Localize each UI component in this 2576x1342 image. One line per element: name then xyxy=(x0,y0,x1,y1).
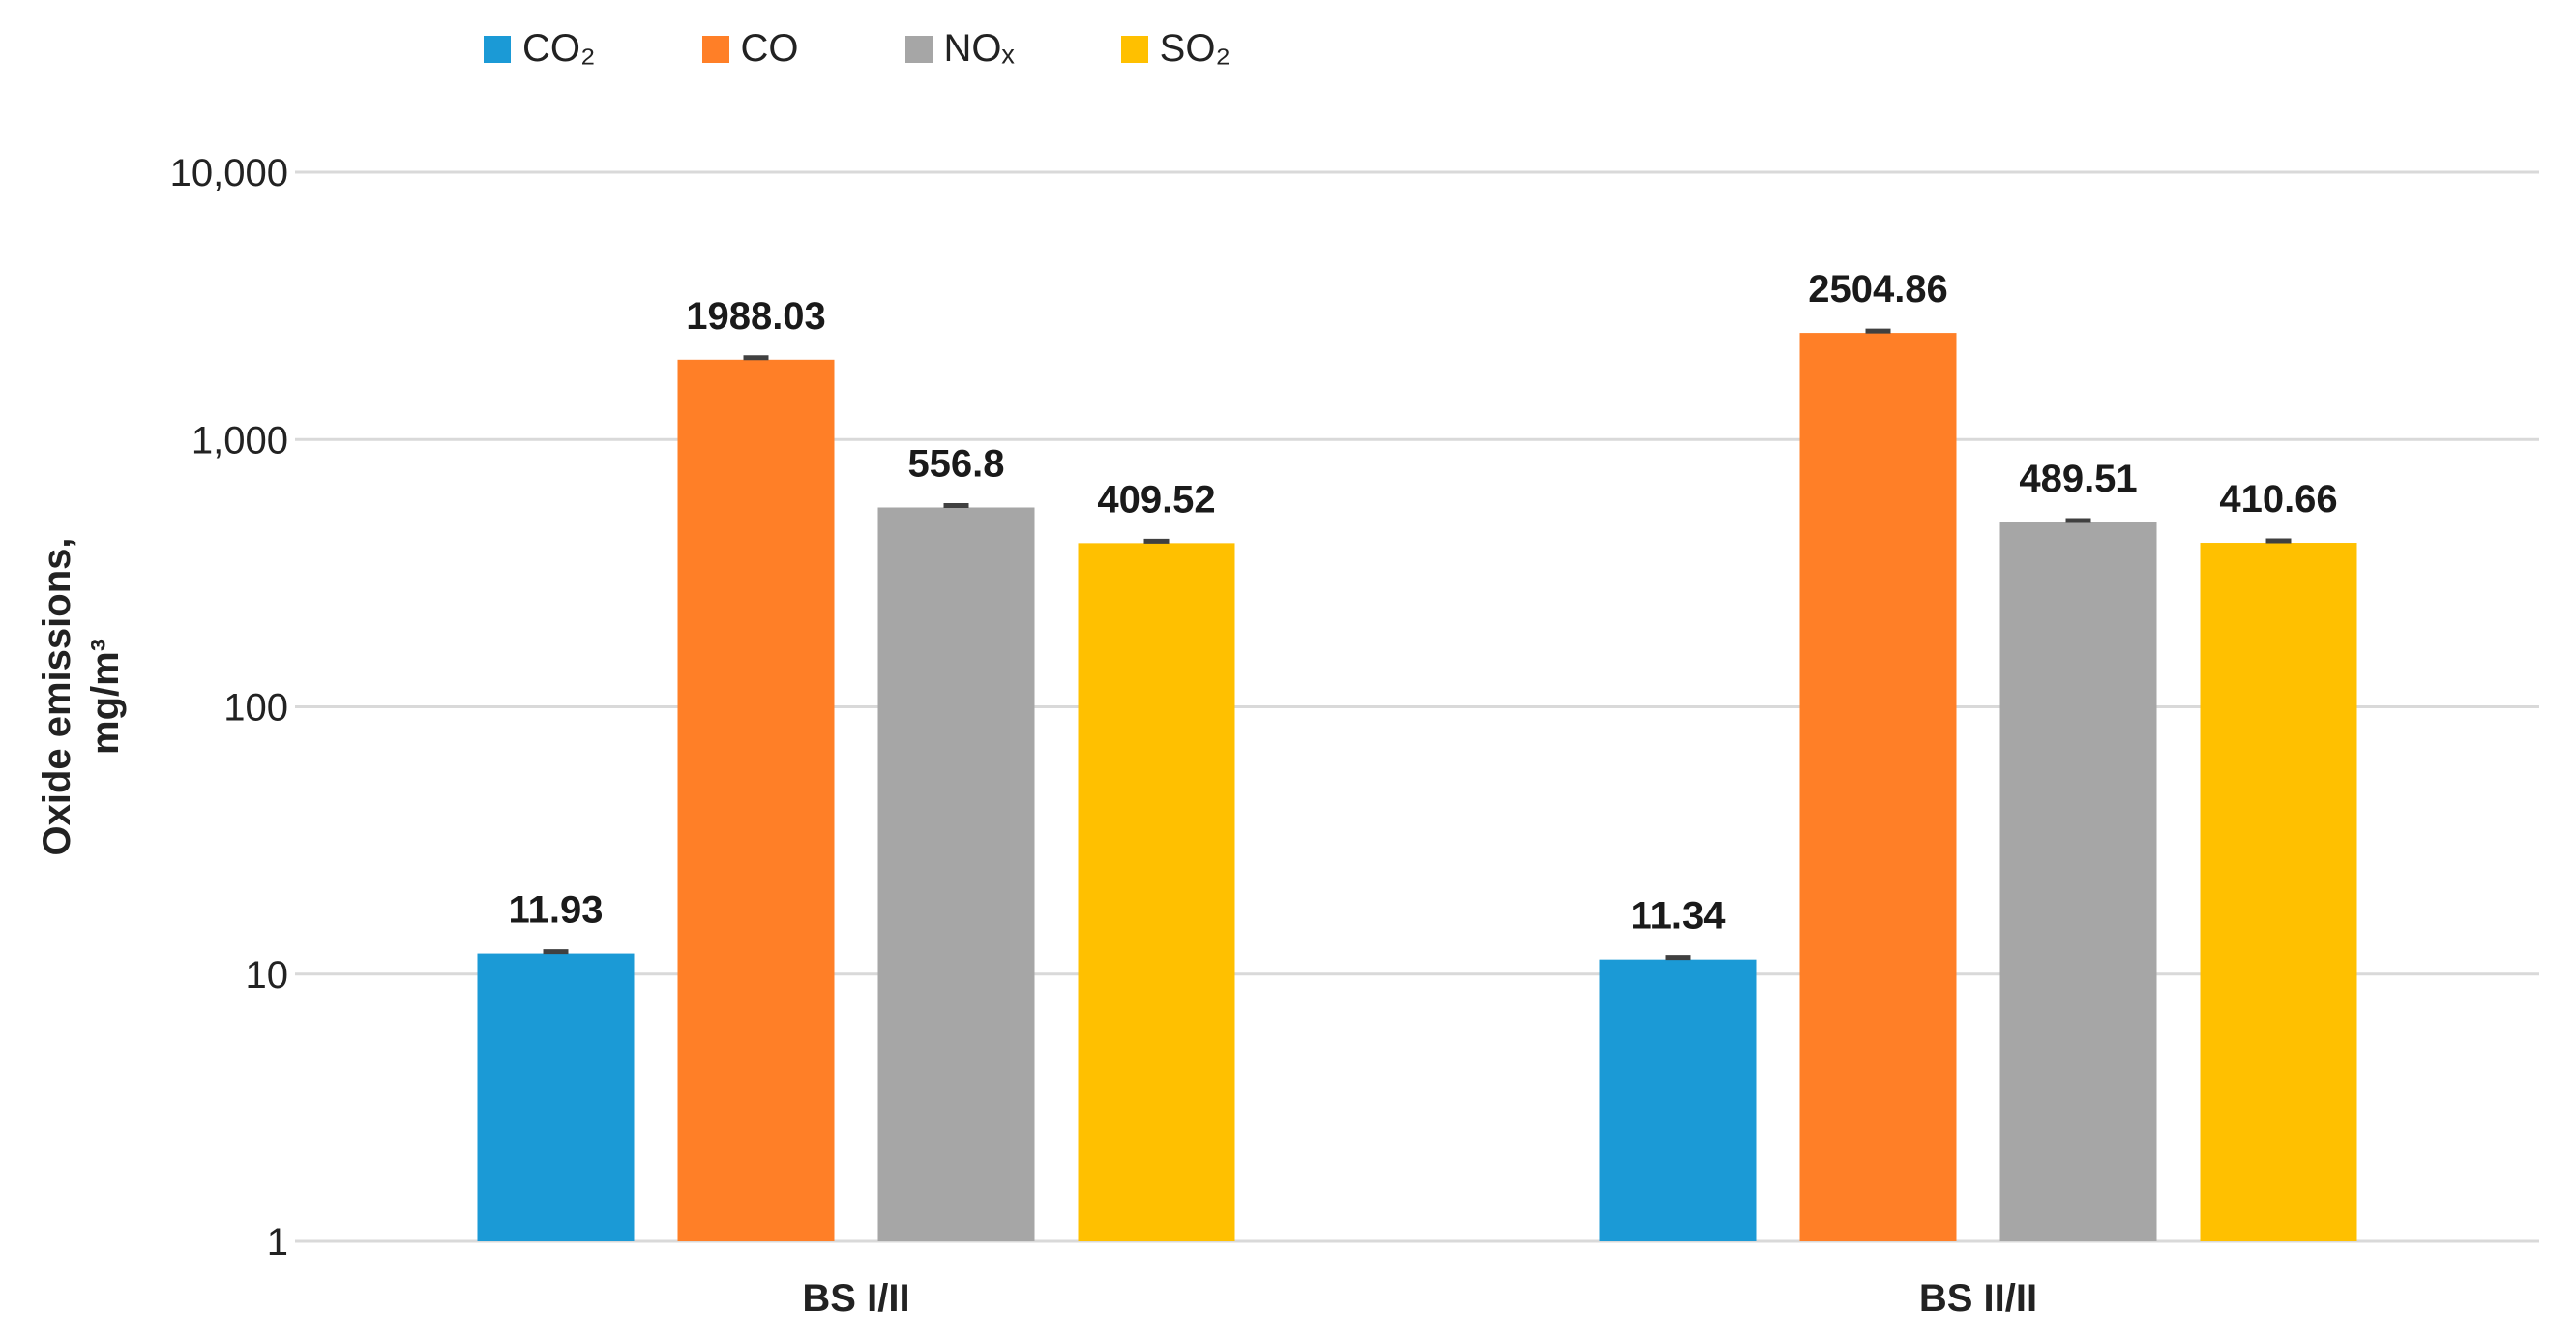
y-axis-label-line2: mg/m³ xyxy=(84,639,127,755)
y-tick-label: 10 xyxy=(246,954,289,997)
bar xyxy=(477,953,635,1241)
x-axis-categories: BS I/II BS II/II xyxy=(802,1277,2037,1320)
data-label: 11.34 xyxy=(1631,895,1727,938)
legend: CO₂ CO NOₓ SO₂ xyxy=(484,27,1337,71)
bar xyxy=(677,359,835,1241)
x-category-label: BS II/II xyxy=(1919,1277,2037,1320)
y-axis-label-line1: Oxide emissions, xyxy=(36,537,78,855)
y-tick-label: 100 xyxy=(223,687,288,730)
data-label: 11.93 xyxy=(509,889,604,932)
legend-label-co: CO xyxy=(740,27,799,70)
data-label: 2504.86 xyxy=(1808,268,1948,311)
data-label: 409.52 xyxy=(1097,478,1215,521)
y-axis-ticks: 1 10 100 1,000 10,000 xyxy=(170,152,288,1264)
bar xyxy=(877,507,1035,1241)
legend-item-nox: NOₓ xyxy=(904,27,1015,71)
data-label: 489.51 xyxy=(2019,458,2137,500)
y-tick-label: 10,000 xyxy=(170,152,288,194)
legend-label-co2: CO₂ xyxy=(522,27,596,70)
gridlines xyxy=(295,170,2539,1243)
error-bars xyxy=(543,328,2292,961)
bars xyxy=(477,333,2357,1241)
data-labels: 11.93 1988.03 556.8 409.52 11.34 2504.86 489.5… xyxy=(509,268,2338,938)
legend-label-nox: NOₓ xyxy=(943,27,1015,70)
bar xyxy=(1999,522,2157,1241)
bar xyxy=(2200,543,2357,1241)
legend-item-so2: SO₂ xyxy=(1120,27,1230,71)
legend-swatch-co xyxy=(701,35,729,63)
y-tick-label: 1,000 xyxy=(192,419,288,462)
legend-swatch-nox xyxy=(904,35,933,63)
legend-label-so2: SO₂ xyxy=(1159,27,1230,70)
legend-item-co2: CO₂ xyxy=(484,27,596,71)
bar xyxy=(1078,543,1235,1241)
bar xyxy=(1799,333,1957,1241)
y-tick-label: 1 xyxy=(267,1221,288,1264)
legend-swatch-so2 xyxy=(1120,35,1148,63)
legend-swatch-co2 xyxy=(484,35,511,63)
x-category-label: BS I/II xyxy=(802,1277,909,1320)
data-label: 556.8 xyxy=(907,443,1004,486)
data-label: 1988.03 xyxy=(686,295,826,338)
data-label: 410.66 xyxy=(2219,478,2337,521)
legend-item-co: CO xyxy=(701,27,799,71)
bar xyxy=(1599,959,1757,1241)
